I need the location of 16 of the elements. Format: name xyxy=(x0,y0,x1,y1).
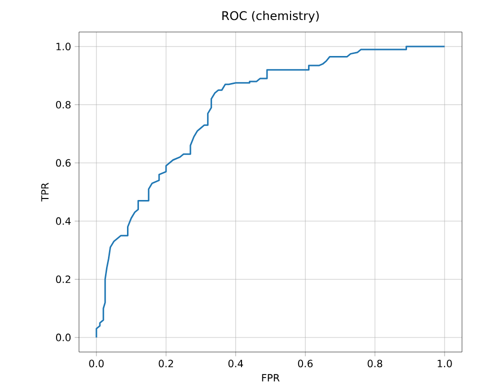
y-tick-label: 0.4 xyxy=(56,217,71,225)
x-tick-label: 0.4 xyxy=(228,360,244,368)
y-tick-label: 0.0 xyxy=(56,334,71,342)
x-tick-label: 0.0 xyxy=(89,360,104,368)
x-tick-label: 0.2 xyxy=(158,360,173,368)
y-tick-label: 0.6 xyxy=(56,159,71,167)
x-tick-label: 0.8 xyxy=(368,360,382,368)
y-tick-label: 0.2 xyxy=(56,275,70,284)
line-series xyxy=(96,46,446,338)
x-tick-label: 0.6 xyxy=(298,360,313,368)
chart-title: ROC (chemistry) xyxy=(222,10,319,22)
x-tick-label: 1.0 xyxy=(438,360,452,368)
y-axis-title: TPR xyxy=(41,182,49,202)
y-tick-label: 1.0 xyxy=(56,42,71,50)
x-axis-title: FPR xyxy=(262,374,280,382)
y-tick-label: 0.8 xyxy=(56,100,71,108)
